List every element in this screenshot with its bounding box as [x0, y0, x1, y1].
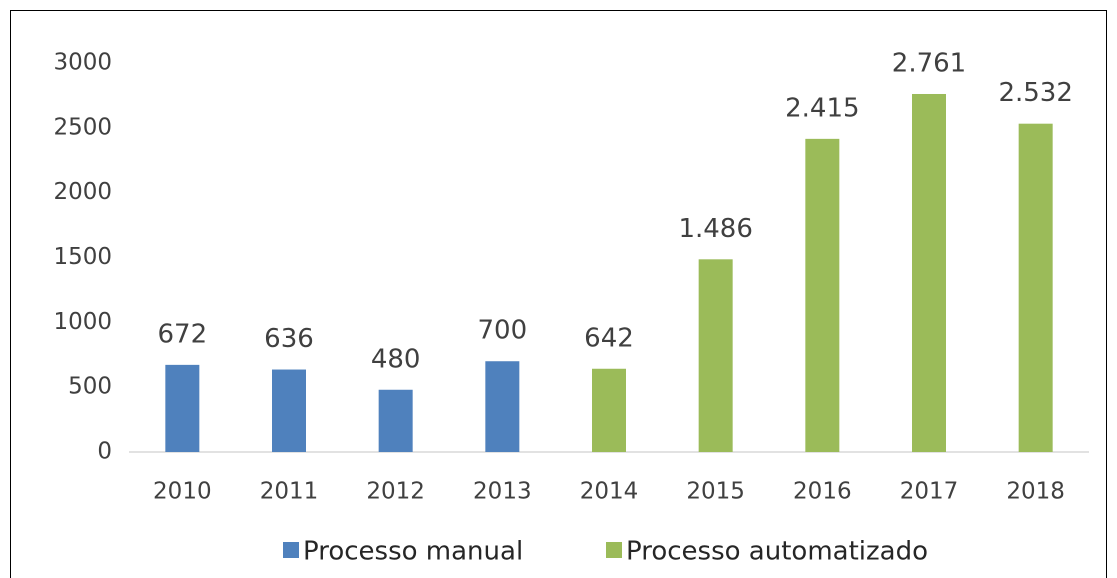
x-tick-label: 2016 — [793, 479, 852, 505]
x-tick-label: 2014 — [580, 479, 639, 505]
x-tick-label: 2010 — [153, 479, 212, 505]
value-label: 480 — [371, 344, 421, 374]
legend-swatch — [283, 542, 299, 558]
legend-label: Processo manual — [303, 537, 523, 567]
y-tick-label: 0 — [97, 439, 112, 465]
value-label: 642 — [584, 323, 634, 353]
y-tick-label: 2500 — [53, 114, 112, 140]
x-tick-label: 2011 — [260, 479, 319, 505]
x-tick-label: 2018 — [1006, 479, 1065, 505]
value-label: 636 — [264, 324, 314, 354]
legend-swatch — [606, 542, 622, 558]
bar — [378, 389, 413, 452]
bar — [698, 259, 733, 452]
bar — [592, 368, 626, 452]
value-label: 1.486 — [678, 214, 752, 244]
x-tick-label: 2013 — [473, 479, 532, 505]
bar — [805, 138, 840, 453]
x-tick-label: 2012 — [366, 479, 425, 505]
y-tick-label: 3000 — [53, 50, 112, 76]
bar — [912, 93, 946, 453]
y-tick-label: 500 — [68, 374, 112, 400]
y-tick-label: 2000 — [53, 179, 112, 205]
bar — [165, 364, 200, 452]
y-tick-label: 1500 — [53, 244, 112, 270]
value-label: 2.761 — [892, 48, 966, 78]
value-label: 2.532 — [998, 78, 1072, 108]
value-label: 700 — [478, 316, 528, 346]
x-tick-label: 2015 — [686, 479, 745, 505]
bar — [485, 361, 520, 452]
bar — [1018, 123, 1053, 453]
y-tick-label: 1000 — [53, 309, 112, 335]
bar — [272, 369, 306, 452]
x-tick-label: 2017 — [900, 479, 959, 505]
value-label: 672 — [158, 319, 208, 349]
value-label: 2.415 — [785, 93, 859, 123]
chart-border — [10, 10, 1107, 578]
legend-label: Processo automatizado — [626, 537, 928, 567]
